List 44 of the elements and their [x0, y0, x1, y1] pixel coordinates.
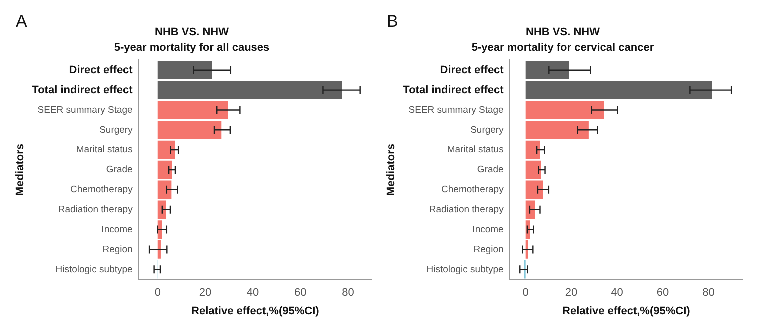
x-tick-label: 60	[656, 287, 670, 300]
y-tick-label: Total indirect effect	[32, 84, 134, 96]
y-tick-label: Region	[474, 244, 504, 256]
x-tick-label: 60	[294, 287, 307, 300]
y-tick-label: Grade	[477, 164, 504, 176]
x-tick-label: 0	[522, 287, 529, 300]
x-tick-label: 80	[342, 287, 354, 300]
x-axis-title: Relative effect,%(95%CI)	[192, 305, 320, 318]
chart-title: NHB VS. NHW	[526, 26, 601, 39]
y-axis-title: Mediators	[386, 144, 398, 196]
text: B	[387, 12, 398, 32]
x-tick-label: 40	[246, 287, 260, 300]
y-tick-label: Income	[472, 224, 504, 236]
chart-subtitle: 5-year mortality for all causes	[114, 42, 270, 54]
y-tick-label: Chemotherapy	[70, 184, 134, 196]
y-tick-label: Direct effect	[69, 64, 134, 76]
chart-subtitle: 5-year mortality for cervical cancer	[472, 42, 655, 54]
chart-title: NHB VS. NHW	[155, 26, 230, 39]
y-tick-label: Surgery	[100, 124, 134, 136]
y-tick-label: Grade	[106, 164, 133, 176]
y-tick-label: Total indirect effect	[403, 84, 504, 96]
y-tick-label: Radiation therapy	[429, 204, 504, 216]
y-tick-label: Direct effect	[440, 64, 504, 76]
y-tick-label: Marital status	[76, 144, 134, 156]
x-tick-label: 40	[611, 287, 624, 300]
y-tick-label: SEER summary Stage	[38, 104, 133, 116]
y-tick-label: Radiation therapy	[58, 204, 134, 216]
y-tick-label: SEER summary Stage	[408, 104, 504, 116]
bar	[526, 160, 542, 180]
x-tick-label: 80	[702, 287, 715, 300]
y-tick-label: Marital status	[447, 144, 504, 156]
y-tick-label: Histologic subtype	[56, 264, 133, 276]
y-tick-label: Region	[102, 244, 133, 256]
y-tick-label: Chemotherapy	[442, 184, 504, 196]
x-tick-label: 0	[154, 287, 161, 300]
y-tick-label: Income	[102, 224, 133, 236]
x-tick-label: 20	[199, 287, 212, 300]
y-tick-label: Histologic subtype	[426, 264, 504, 276]
x-axis-title: Relative effect,%(95%CI)	[562, 305, 691, 318]
y-axis-title: Mediators	[14, 144, 27, 196]
y-tick-label: Surgery	[470, 124, 504, 136]
bar	[158, 160, 172, 180]
x-tick-label: 20	[565, 287, 578, 300]
text: A	[16, 12, 28, 32]
